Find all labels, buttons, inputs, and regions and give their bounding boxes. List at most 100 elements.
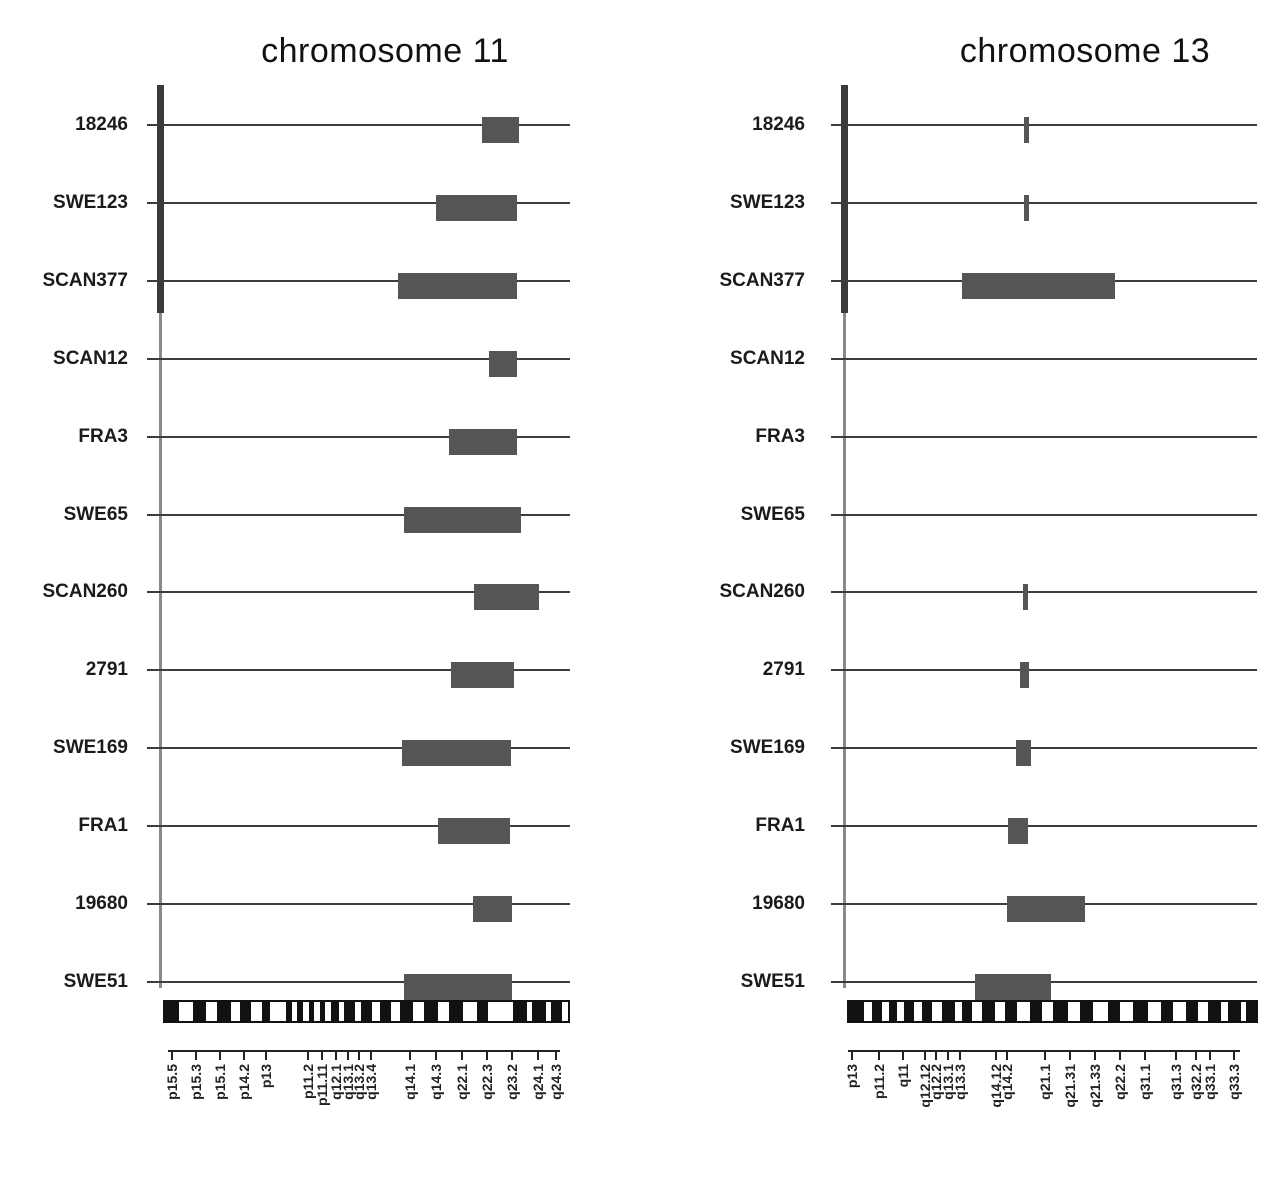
chr13-linked-region-SCAN377: [962, 273, 1115, 299]
chr13-band-tick-q11: [902, 1050, 904, 1060]
chr13-family-row-line-18246: [831, 124, 1257, 126]
chr11-band-label-q24.3: q24.3: [548, 1064, 564, 1100]
chr11-band-label-p15.5: p15.5: [164, 1064, 180, 1100]
chr13-family-label-SWE65: SWE65: [740, 504, 805, 525]
chr11-ideogram-band-32: [476, 1002, 488, 1021]
chr11-ideogram-band-14: [308, 1002, 315, 1021]
chr11-ideogram: [163, 1000, 570, 1023]
chr11-family-row-line-SCAN12: [147, 358, 570, 360]
chr13-band-tick-q21.1: [1044, 1050, 1046, 1060]
chr11-family-row-line-2791: [147, 669, 570, 671]
chr11-family-row-line-SWE51: [147, 981, 570, 983]
chr11-linked-region-SCAN377: [398, 273, 517, 299]
chr11-band-label-q22.1: q22.1: [454, 1064, 470, 1100]
chr13-band-tick-q13.3: [959, 1050, 961, 1060]
chr11-linked-region-SWE65: [404, 507, 521, 533]
chr11-band-label-q13.4: q13.4: [363, 1064, 379, 1100]
chr13-band-label-q31.3: q31.3: [1168, 1064, 1184, 1100]
chr13-linked-region-2791: [1020, 662, 1029, 688]
chr11-band-label-p13: p13: [258, 1064, 274, 1089]
chromosome-11-title: chromosome 11: [261, 32, 509, 70]
chr13-ideogram-band-28: [1160, 1002, 1174, 1021]
chr13-family-row-line-FRA3: [831, 436, 1257, 438]
chr13-band-tick-p13: [851, 1050, 853, 1060]
chr13-family-row-line-FRA1: [831, 825, 1257, 827]
chr13-family-label-SCAN260: SCAN260: [719, 581, 805, 602]
chr13-band-label-q21.33: q21.33: [1087, 1064, 1103, 1108]
chr11-band-tick-q14.3: [435, 1050, 437, 1060]
chr13-ideogram-band-30: [1185, 1002, 1199, 1021]
chr11-ideogram-band-34: [512, 1002, 527, 1021]
chr13-ideogram-band-16: [1004, 1002, 1018, 1021]
chr13-family-label-SWE169: SWE169: [730, 737, 805, 758]
chr11-ideogram-band-2: [192, 1002, 207, 1021]
chr11-ideogram-band-12: [297, 1002, 303, 1021]
chr11-family-row-line-19680: [147, 903, 570, 905]
chr13-band-tick-q14.2: [1006, 1050, 1008, 1060]
chr11-family-label-2791: 2791: [85, 659, 128, 680]
chr11-ideogram-band-16: [319, 1002, 326, 1021]
chr13-family-label-SCAN377: SCAN377: [719, 270, 805, 291]
chr11-linked-region-19680: [473, 896, 512, 922]
chr13-band-tick-q14.12: [995, 1050, 997, 1060]
chr11-ideogram-band-8: [261, 1002, 270, 1021]
chr13-family-row-line-SWE123: [831, 202, 1257, 204]
chr11-linked-region-SWE123: [436, 195, 517, 221]
chr11-family-row-line-SCAN377: [147, 280, 570, 282]
chr11-band-tick-q13.4: [370, 1050, 372, 1060]
chr13-linked-region-SWE169: [1016, 740, 1031, 766]
chr13-band-tick-q32.2: [1195, 1050, 1197, 1060]
chr13-linked-region-FRA1: [1008, 818, 1028, 844]
chr11-family-label-FRA1: FRA1: [78, 815, 128, 836]
chr11-band-label-q22.3: q22.3: [479, 1064, 495, 1100]
chr13-band-tick-q13.1: [947, 1050, 949, 1060]
chr11-family-label-SWE123: SWE123: [53, 192, 128, 213]
chr11-linked-region-SCAN260: [474, 584, 539, 610]
chr11-axis-spine-upper: [157, 85, 164, 313]
chr11-family-label-SCAN377: SCAN377: [42, 270, 128, 291]
chr13-family-label-FRA1: FRA1: [755, 815, 805, 836]
chr13-ideogram-band-12: [962, 1002, 973, 1021]
chr13-linked-region-SWE51: [975, 974, 1051, 1000]
chr13-band-tick-q33.1: [1209, 1050, 1211, 1060]
chr13-band-tick-q33.3: [1233, 1050, 1235, 1060]
chr11-band-label-p14.2: p14.2: [236, 1064, 252, 1100]
chr11-band-tick-p15.3: [195, 1050, 197, 1060]
chr11-linked-region-2791: [451, 662, 514, 688]
chr11-family-label-SCAN12: SCAN12: [53, 348, 128, 369]
chr11-linked-region-SCAN12: [489, 351, 517, 377]
chr13-band-label-q21.31: q21.31: [1062, 1064, 1078, 1108]
chr13-family-row-line-SWE169: [831, 747, 1257, 749]
chr11-axis-spine: [159, 85, 162, 988]
chr13-band-label-q31.1: q31.1: [1137, 1064, 1153, 1100]
chr11-ideogram-band-10: [286, 1002, 292, 1021]
chr11-band-tick-q24.3: [555, 1050, 557, 1060]
chr11-ideogram-band-38: [551, 1002, 563, 1021]
chr13-ideogram-band-32: [1208, 1002, 1221, 1021]
chr11-band-tick-p13: [265, 1050, 267, 1060]
chr13-family-label-2791: 2791: [762, 659, 805, 680]
chr11-family-row-line-FRA3: [147, 436, 570, 438]
chr13-band-tick-q21.33: [1094, 1050, 1096, 1060]
chr11-ideogram-band-28: [424, 1002, 439, 1021]
chr13-band-tick-q21.31: [1069, 1050, 1071, 1060]
chr13-band-label-p11.2: p11.2: [871, 1064, 887, 1100]
chr11-linked-region-SWE51: [404, 974, 512, 1000]
chr13-ideogram-band-0: [849, 1002, 865, 1021]
chr13-family-row-line-2791: [831, 669, 1257, 671]
chr11-family-label-SWE51: SWE51: [63, 971, 128, 992]
chr13-band-label-q14.2: q14.2: [999, 1064, 1015, 1100]
chr11-ideogram-band-20: [344, 1002, 356, 1021]
chr13-ideogram-band-2: [871, 1002, 882, 1021]
chr13-family-label-SWE123: SWE123: [730, 192, 805, 213]
chr11-family-label-18246: 18246: [75, 114, 128, 135]
chr13-band-label-q22.2: q22.2: [1112, 1064, 1128, 1100]
chr11-family-row-line-SCAN260: [147, 591, 570, 593]
chr11-ideogram-band-24: [380, 1002, 392, 1021]
chr11-band-axis: [168, 1050, 560, 1052]
chr13-ideogram-band-4: [889, 1002, 897, 1021]
chr11-family-label-19680: 19680: [75, 893, 128, 914]
chr11-ideogram-band-36: [532, 1002, 546, 1021]
chr13-axis-spine: [843, 85, 846, 988]
chr13-linked-region-SCAN260: [1023, 584, 1028, 610]
